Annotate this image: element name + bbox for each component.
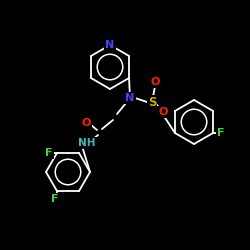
Text: S: S	[148, 96, 156, 108]
Text: O: O	[81, 118, 91, 128]
Text: F: F	[217, 128, 225, 138]
Text: N: N	[126, 93, 134, 103]
Text: O: O	[158, 107, 168, 117]
Text: F: F	[45, 148, 53, 158]
Text: NH: NH	[78, 138, 96, 148]
Text: N: N	[106, 40, 114, 50]
Text: F: F	[51, 194, 59, 204]
Text: O: O	[150, 77, 160, 87]
